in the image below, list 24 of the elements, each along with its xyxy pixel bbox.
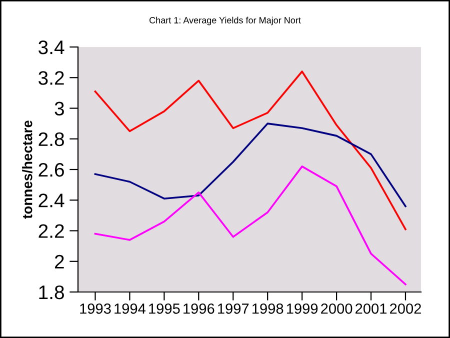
x-tick-label: 1999	[286, 303, 318, 314]
chart-title: Chart 1: Average Yields for Major Nort	[150, 16, 301, 26]
x-tick-label: 1994	[114, 303, 146, 314]
x-tick-label: 1998	[252, 303, 284, 314]
line-series	[94, 122, 406, 208]
x-tick-label: 1993	[80, 303, 111, 314]
line-series	[94, 166, 406, 286]
y-tick-label: 3	[54, 102, 64, 116]
x-tick-label: 1995	[149, 303, 180, 314]
y-tick-label: 3.2	[38, 71, 64, 85]
y-tick-label: 2.4	[38, 194, 64, 208]
y-tick-label: 2	[54, 254, 64, 268]
x-tick-label: 2001	[356, 303, 387, 314]
x-tick-label: 1997	[218, 303, 249, 314]
y-tick-label: 2.6	[38, 162, 64, 177]
x-tick-label: 2002	[390, 303, 421, 314]
line-series	[94, 70, 406, 230]
y-tick-label: 1.8	[39, 285, 64, 300]
y-tick-label: 2.2	[38, 224, 64, 238]
x-tick-label: 2000	[321, 303, 352, 314]
y-axis-title: tonnes/hectare	[22, 120, 32, 219]
y-tick-label: 2.8	[38, 132, 64, 146]
y-tick-label: 3.4	[38, 40, 64, 54]
x-tick-label: 1996	[184, 303, 214, 314]
